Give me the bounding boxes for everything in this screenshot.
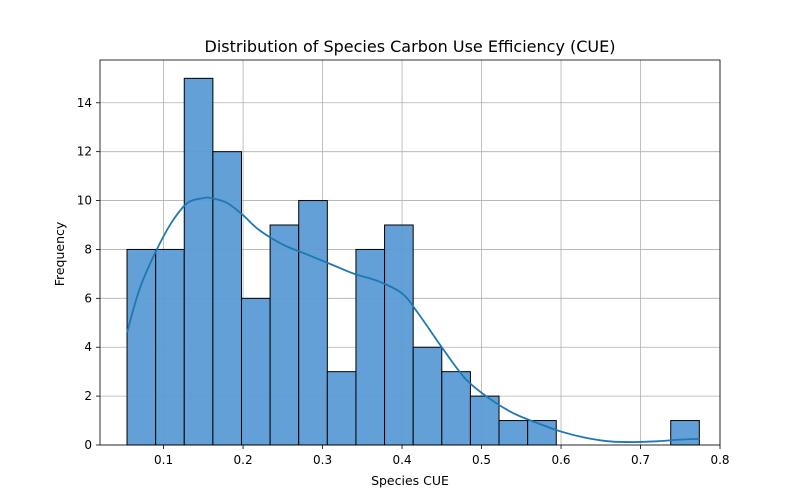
plot-frame xyxy=(99,59,721,446)
y-tick-label: 10 xyxy=(77,194,92,208)
histogram-bar xyxy=(269,224,300,446)
y-tick-label: 14 xyxy=(77,96,92,110)
histogram-bar xyxy=(126,248,157,446)
y-tick-label: 8 xyxy=(84,242,92,256)
histogram-bar xyxy=(240,297,271,446)
x-tick-label: 0.1 xyxy=(154,453,173,467)
y-tick-label: 6 xyxy=(84,291,92,305)
y-tick-label: 2 xyxy=(84,389,92,403)
y-tick-label: 4 xyxy=(84,340,92,354)
x-tick-label: 0.2 xyxy=(234,453,253,467)
y-axis-label: Frequency xyxy=(52,221,67,286)
bars-layer xyxy=(126,77,700,446)
histogram-bar xyxy=(670,420,700,446)
x-tick-label: 0.4 xyxy=(393,453,412,467)
x-tick-label: 0.6 xyxy=(551,453,570,467)
kde-curve xyxy=(126,196,700,443)
x-tick-label: 0.8 xyxy=(710,453,729,467)
histogram-bar xyxy=(326,371,357,446)
histogram-bar xyxy=(412,346,443,446)
x-tick-label: 0.5 xyxy=(472,453,491,467)
histogram-bar xyxy=(212,151,242,446)
chart-title: Distribution of Species Carbon Use Effic… xyxy=(205,37,616,56)
histogram-bar xyxy=(183,77,214,446)
ticks-layer: 0.1 0.2 0.3 0.4 0.5 0.6 0.7 0.8 0 2 4 6 8 10 12 14 xyxy=(77,96,730,467)
x-tick-label: 0.7 xyxy=(631,453,650,467)
x-axis-label: Species CUE xyxy=(371,473,449,488)
histogram-bar xyxy=(469,395,500,446)
y-tick-label: 12 xyxy=(77,145,92,159)
histogram-bar xyxy=(155,248,185,446)
y-tick-label: 0 xyxy=(84,438,92,452)
histogram-bar xyxy=(498,420,529,446)
histogram-bar xyxy=(441,371,471,446)
histogram-bar xyxy=(298,200,328,446)
x-tick-label: 0.3 xyxy=(313,453,332,467)
histogram-bar xyxy=(384,224,414,446)
